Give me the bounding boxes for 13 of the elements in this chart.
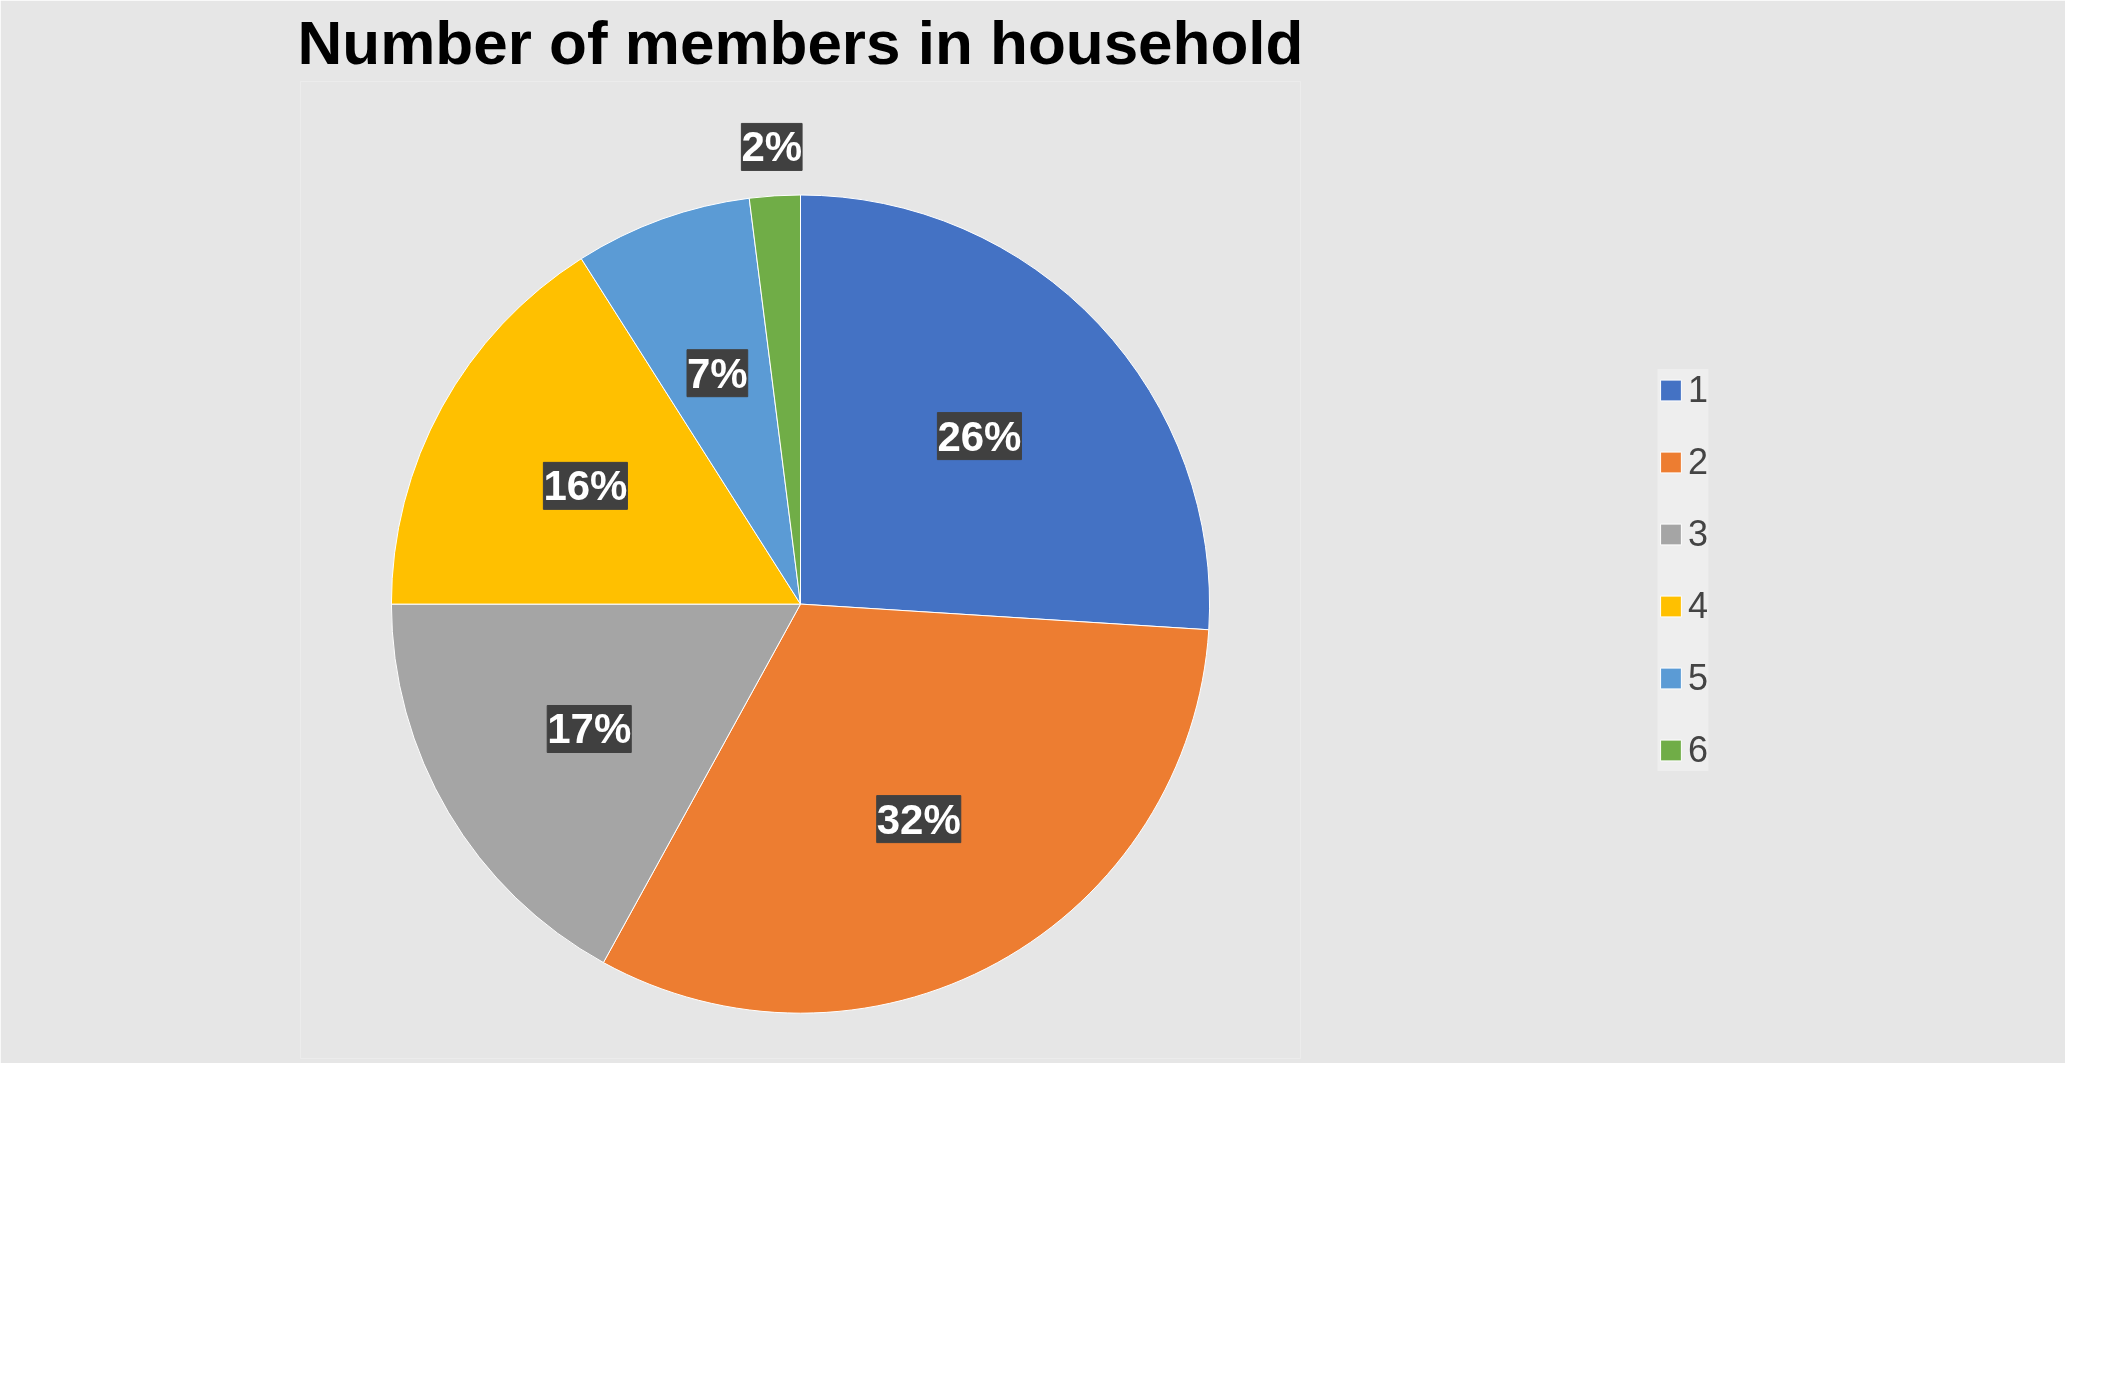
data-label: 16% (543, 462, 628, 510)
legend-label: 6 (1687, 728, 1709, 771)
data-label: 17% (547, 705, 632, 753)
data-label: 32% (876, 795, 961, 843)
legend-label: 3 (1687, 512, 1709, 555)
data-label: 26% (937, 412, 1022, 460)
legend-label: 4 (1687, 584, 1709, 627)
chart-title: Number of members in household (297, 7, 1304, 77)
data-label: 7% (687, 349, 748, 397)
legend-label: 1 (1687, 368, 1709, 411)
legend-label: 2 (1687, 440, 1709, 483)
legend-label: 5 (1687, 656, 1709, 699)
data-label: 2% (741, 123, 803, 171)
